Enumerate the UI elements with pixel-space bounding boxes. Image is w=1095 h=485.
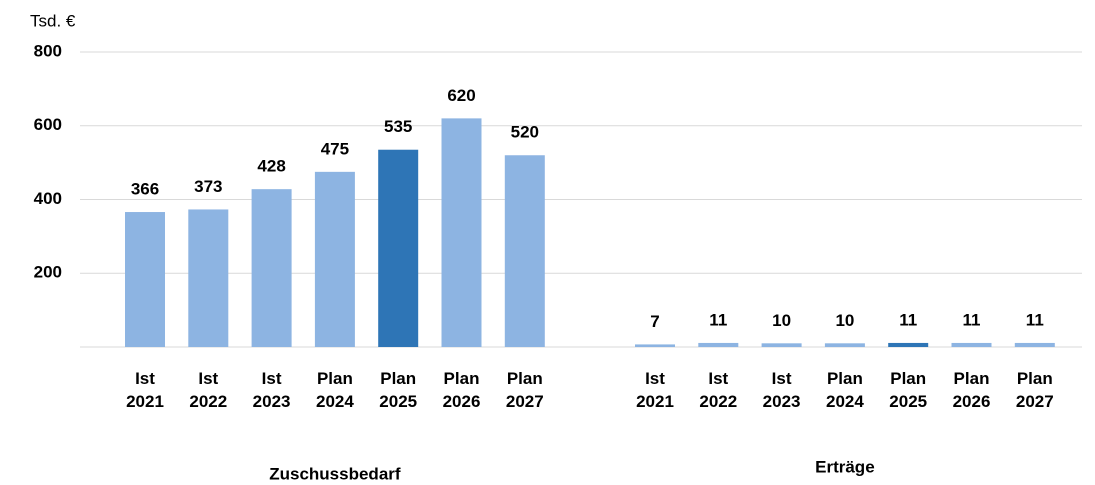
y-tick-label: 600 (34, 115, 62, 134)
x-tick-label-line: Ist (645, 369, 665, 388)
x-tick-label-line: 2024 (826, 392, 864, 411)
value-label: 10 (772, 311, 791, 330)
x-tick-label-line: Plan (380, 369, 416, 388)
x-tick-label-line: Plan (507, 369, 543, 388)
x-tick-label: Ist 2023 (763, 369, 801, 411)
x-tick-label: Ist 2021 (126, 369, 164, 411)
bar (125, 212, 165, 347)
bar (378, 149, 419, 347)
x-tick-label: Plan 2025 (889, 369, 927, 411)
x-tick-label: Plan 2027 (1016, 369, 1054, 411)
value-label: 620 (447, 86, 475, 105)
x-tick-label-line: 2025 (379, 392, 417, 411)
x-tick-label: Ist 2023 (253, 369, 291, 411)
bar (635, 344, 675, 347)
bar (951, 342, 992, 347)
bar (504, 155, 545, 347)
y-axis-unit: Tsd. € (30, 11, 76, 30)
group-label: Erträge (815, 457, 875, 476)
x-tick-label: Ist 2022 (699, 369, 737, 411)
x-tick-label-line: 2023 (253, 392, 291, 411)
y-tick-label: 200 (34, 263, 62, 282)
group-label: Zuschussbedarf (269, 464, 401, 483)
x-tick-label-line: 2027 (506, 392, 544, 411)
value-label: 11 (899, 310, 917, 329)
value-label: 11 (963, 310, 981, 329)
x-tick-label: Plan 2026 (953, 369, 991, 411)
bar (1014, 342, 1055, 347)
x-tick-label-line: 2024 (316, 392, 354, 411)
value-label: 520 (511, 123, 539, 142)
x-tick-label-line: Ist (708, 369, 728, 388)
value-label: 428 (257, 157, 285, 176)
x-tick-label-line: 2026 (953, 392, 991, 411)
bar (251, 189, 292, 347)
value-label: 7 (650, 312, 659, 331)
bar (761, 343, 802, 347)
x-tick-label-line: Plan (827, 369, 863, 388)
x-tick-label-line: 2023 (763, 392, 801, 411)
x-tick-label-line: Plan (444, 369, 480, 388)
x-tick-label-line: Plan (317, 369, 353, 388)
value-label: 10 (835, 311, 854, 330)
value-label: 475 (321, 139, 349, 158)
bar (314, 171, 355, 347)
x-tick-label-line: 2022 (189, 392, 227, 411)
x-tick-label-line: 2027 (1016, 392, 1054, 411)
x-tick-label-line: 2026 (443, 392, 481, 411)
x-tick-label: Ist 2022 (189, 369, 227, 411)
x-tick-label-line: Plan (1017, 369, 1053, 388)
bar (698, 342, 739, 347)
x-tick-label-line: Plan (954, 369, 990, 388)
x-tick-label: Ist 2021 (636, 369, 674, 411)
value-label: 373 (194, 177, 222, 196)
value-label: 11 (1026, 310, 1044, 329)
x-tick-label-line: 2021 (636, 392, 674, 411)
x-tick-label: Plan 2026 (443, 369, 481, 411)
y-tick-label: 400 (34, 189, 62, 208)
x-tick-label-line: Ist (262, 369, 282, 388)
value-label: 11 (709, 310, 727, 329)
x-tick-label-line: Plan (890, 369, 926, 388)
bar (824, 343, 865, 347)
value-label: 535 (384, 117, 412, 136)
x-tick-label: Plan 2027 (506, 369, 544, 411)
y-tick-label: 800 (34, 41, 62, 60)
x-tick-label: Plan 2024 (316, 369, 354, 411)
x-tick-label-line: 2021 (126, 392, 164, 411)
bar (188, 209, 229, 347)
x-tick-label-line: 2025 (889, 392, 927, 411)
x-tick-label-line: Ist (198, 369, 218, 388)
x-tick-label: Plan 2024 (826, 369, 864, 411)
x-tick-label-line: Ist (135, 369, 155, 388)
x-tick-label-line: Ist (772, 369, 792, 388)
x-tick-label: Plan 2025 (379, 369, 417, 411)
value-label: 366 (131, 180, 159, 199)
bar (441, 118, 482, 347)
x-tick-label-line: 2022 (699, 392, 737, 411)
bar (888, 342, 929, 347)
